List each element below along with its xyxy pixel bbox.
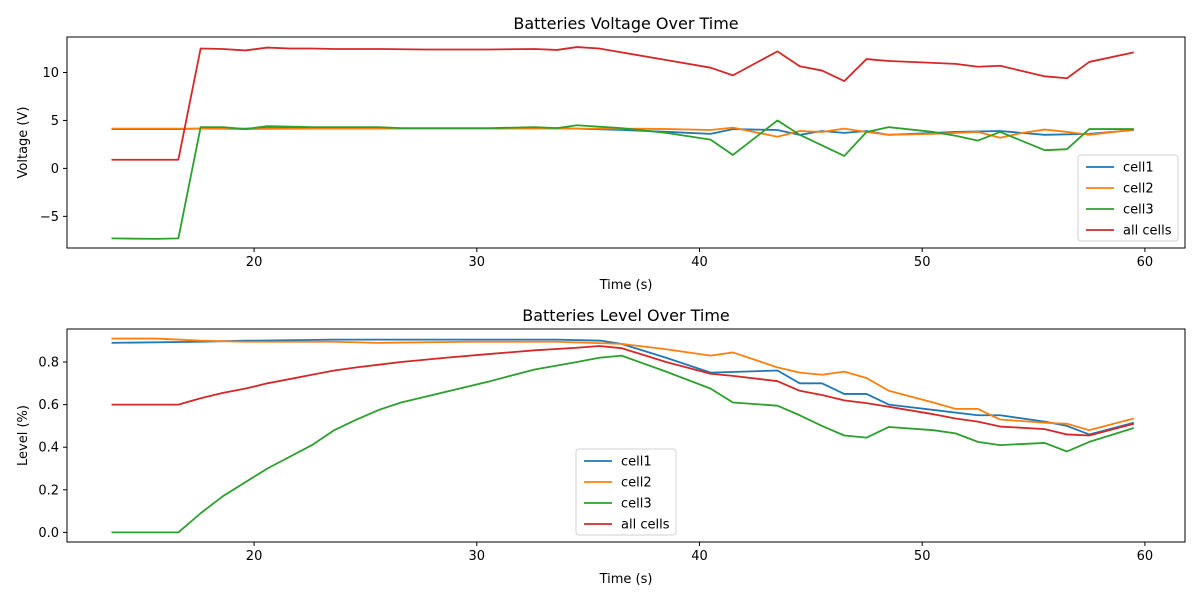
- legend-label: cell3: [1123, 203, 1154, 218]
- legend-label: cell1: [1123, 161, 1154, 176]
- x-tick-label: 50: [914, 255, 931, 270]
- legend-label: cell3: [621, 497, 652, 512]
- legend-label: cell2: [1123, 182, 1154, 197]
- plot-frame: [66, 328, 1186, 543]
- y-tick-label: 5: [51, 114, 59, 129]
- legend-frame: [1077, 154, 1179, 242]
- legend-frame: [575, 448, 677, 536]
- x-tick-label: 60: [1137, 549, 1154, 564]
- series-line-cell3: [111, 119, 1134, 240]
- y-tick-label: 0.4: [38, 441, 59, 456]
- x-tick-label: 40: [691, 549, 708, 564]
- series-line-cell2: [111, 337, 1135, 432]
- x-axis-label: Time (s): [599, 572, 653, 587]
- y-tick-label: 10: [42, 66, 59, 81]
- chart-2: Batteries Level Over Time 20 30 40 50 60 0.0 0.…: [16, 306, 1186, 587]
- legend-label: all cells: [1123, 224, 1172, 239]
- series-line-cell1: [111, 338, 1135, 436]
- chart-title: Batteries Level Over Time: [522, 306, 730, 325]
- legend: cell1 cell2 cell3 all cells: [575, 448, 677, 536]
- legend-label: cell1: [621, 455, 652, 470]
- y-tick-label: 0.2: [38, 483, 59, 498]
- legend-label: cell2: [621, 476, 652, 491]
- x-tick-label: 60: [1137, 255, 1154, 270]
- plot-frame: [66, 36, 1186, 249]
- x-tick-label: 40: [691, 255, 708, 270]
- x-tick-label: 30: [469, 255, 486, 270]
- x-axis-label: Time (s): [599, 278, 653, 293]
- y-tick-label: 0.6: [38, 398, 59, 413]
- chart-title: Batteries Voltage Over Time: [513, 14, 738, 33]
- series-line-cell2: [111, 126, 1134, 139]
- y-tick-label: 0: [51, 162, 59, 177]
- chart-1: Batteries Voltage Over Time 20 30 40 50 60 −5 0…: [16, 14, 1186, 293]
- x-tick-label: 50: [914, 549, 931, 564]
- x-tick-label: 30: [469, 549, 486, 564]
- y-axis-label: Voltage (V): [16, 107, 31, 179]
- series-line-all-cells: [111, 345, 1135, 437]
- series-line-cell3: [111, 354, 1135, 534]
- y-tick-label: 0.0: [38, 526, 59, 541]
- y-axis-label: Level (%): [16, 405, 31, 466]
- legend-label: all cells: [621, 518, 670, 533]
- x-tick-label: 20: [246, 549, 263, 564]
- y-tick-label: −5: [40, 210, 59, 225]
- legend: cell1 cell2 cell3 all cells: [1077, 154, 1179, 242]
- series-line-all-cells: [111, 46, 1134, 161]
- y-tick-label: 0.8: [38, 356, 59, 371]
- x-tick-label: 20: [246, 255, 263, 270]
